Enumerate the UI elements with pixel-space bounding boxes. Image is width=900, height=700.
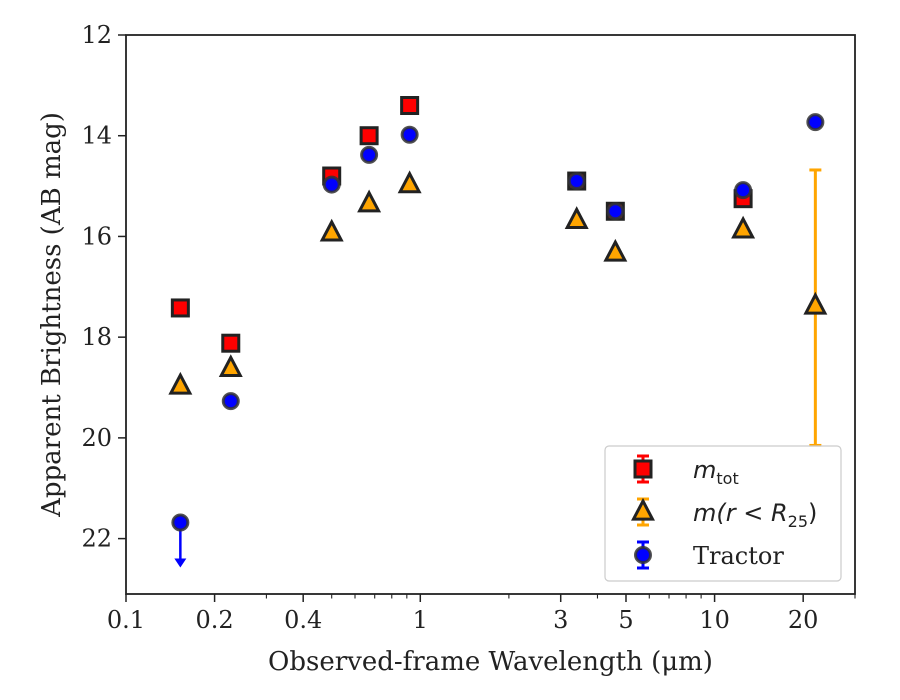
data-point-circle <box>567 172 586 191</box>
data-point-circle <box>171 513 190 532</box>
data-point-triangle <box>803 291 828 315</box>
data-point-circle <box>606 202 625 221</box>
data-point-circle <box>221 392 240 411</box>
y-tick-label: 14 <box>81 122 112 150</box>
y-tick-label: 20 <box>81 424 112 452</box>
x-tick-label: 10 <box>699 606 730 634</box>
legend-marker-circle <box>634 546 652 564</box>
data-point-triangle <box>218 354 243 378</box>
legend-label: mtot <box>693 456 739 488</box>
legend-label: Tractor <box>693 542 784 570</box>
data-point-square <box>221 333 241 353</box>
y-tick-label: 16 <box>81 222 112 250</box>
y-axis-label: Apparent Brightness (AB mag) <box>37 112 67 518</box>
data-point-triangle <box>357 189 382 213</box>
axes: 0.1 0.2 0.4 1 3 5 10 20 12 14 16 18 20 22 Observed-fra… <box>37 21 856 677</box>
x-tick-label: 0.1 <box>107 606 145 634</box>
x-tick-label: 3 <box>553 606 568 634</box>
plot-area <box>168 96 828 568</box>
data-point-circle <box>360 145 379 164</box>
data-point-circle <box>322 175 341 194</box>
y-tick-label: 18 <box>81 323 112 351</box>
y-tick-label: 12 <box>81 21 112 49</box>
legend-box <box>604 445 842 582</box>
y-tick-label: 22 <box>81 525 112 553</box>
data-point-triangle <box>319 218 344 242</box>
x-tick-label: 1 <box>413 606 428 634</box>
data-point-triangle <box>603 238 628 262</box>
data-point-square <box>359 126 379 146</box>
x-axis-label: Observed-frame Wavelength (μm) <box>268 647 713 677</box>
data-point-circle <box>806 113 825 132</box>
plot-frame <box>125 34 856 595</box>
legend: mtot m(r < R25) Tractor <box>604 445 842 582</box>
data-point-triangle <box>564 206 589 229</box>
legend-marker-square <box>633 459 653 479</box>
legend-marker-triangle <box>631 497 655 521</box>
data-point-triangle <box>731 215 756 239</box>
legend-label: m(r < R25) <box>693 499 817 531</box>
data-point-square <box>400 96 420 116</box>
data-point-triangle <box>168 371 193 395</box>
x-tick-label: 5 <box>618 606 633 634</box>
data-point-circle <box>734 181 753 200</box>
x-tick-label: 0.2 <box>196 606 234 634</box>
data-point-circle <box>400 125 419 144</box>
data-point-square <box>170 298 190 318</box>
data-point-triangle <box>397 170 422 194</box>
upper-limit-arrowhead <box>174 558 187 568</box>
x-tick-label: 0.4 <box>284 606 322 634</box>
x-tick-label: 20 <box>788 606 819 634</box>
